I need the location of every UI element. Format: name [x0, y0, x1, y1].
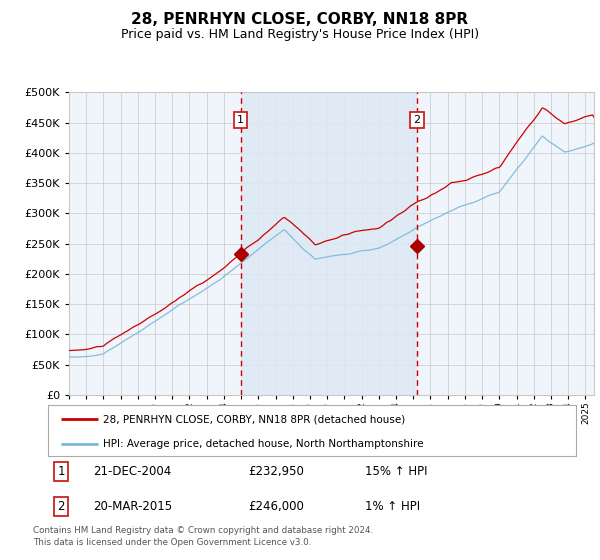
Text: 28, PENRHYN CLOSE, CORBY, NN18 8PR (detached house): 28, PENRHYN CLOSE, CORBY, NN18 8PR (deta… [103, 414, 406, 424]
Text: Contains HM Land Registry data © Crown copyright and database right 2024.: Contains HM Land Registry data © Crown c… [33, 526, 373, 535]
Text: 15% ↑ HPI: 15% ↑ HPI [365, 465, 427, 478]
Text: £232,950: £232,950 [248, 465, 305, 478]
Text: 21-DEC-2004: 21-DEC-2004 [93, 465, 171, 478]
Text: 1: 1 [58, 465, 65, 478]
Text: Price paid vs. HM Land Registry's House Price Index (HPI): Price paid vs. HM Land Registry's House … [121, 28, 479, 41]
Text: 2: 2 [58, 500, 65, 513]
Bar [241, 92, 417, 395]
Text: HPI: Average price, detached house, North Northamptonshire: HPI: Average price, detached house, Nort… [103, 439, 424, 449]
Text: 28, PENRHYN CLOSE, CORBY, NN18 8PR: 28, PENRHYN CLOSE, CORBY, NN18 8PR [131, 12, 469, 27]
Text: £246,000: £246,000 [248, 500, 305, 513]
Text: 1: 1 [237, 115, 244, 125]
Text: 1% ↑ HPI: 1% ↑ HPI [365, 500, 420, 513]
Text: 20-MAR-2015: 20-MAR-2015 [93, 500, 172, 513]
Text: This data is licensed under the Open Government Licence v3.0.: This data is licensed under the Open Gov… [33, 538, 311, 547]
Text: 2: 2 [413, 115, 421, 125]
